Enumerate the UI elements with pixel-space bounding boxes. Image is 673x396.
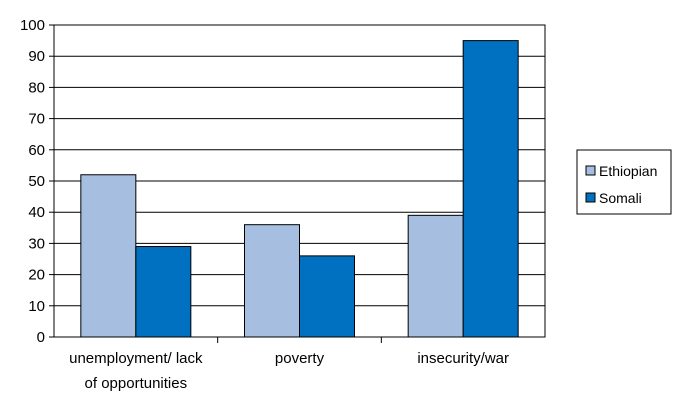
y-tick-label: 10 — [28, 298, 45, 315]
y-tick-labels: 0 10 20 30 40 50 60 70 80 90 100 — [20, 17, 45, 346]
legend-label-somali: Somali — [599, 190, 642, 206]
legend-label-ethiopian: Ethiopian — [599, 163, 657, 179]
y-tick-label: 60 — [28, 142, 45, 159]
y-tick-label: 0 — [37, 329, 45, 346]
y-tick-label: 40 — [28, 204, 45, 221]
y-tick-label: 20 — [28, 267, 45, 284]
bars — [80, 40, 519, 338]
bar-somali — [299, 255, 355, 338]
legend-box — [576, 149, 672, 215]
bar-somali — [462, 40, 519, 338]
x-category-label: poverty — [275, 350, 325, 367]
axes — [49, 24, 546, 343]
y-tick-label: 100 — [20, 17, 45, 34]
bar-somali — [135, 246, 192, 338]
legend: Ethiopian Somali — [576, 149, 672, 215]
bar-ethiopian — [80, 174, 137, 338]
x-category-label: insecurity/war — [417, 350, 509, 367]
y-tick-label: 70 — [28, 111, 45, 128]
x-category-labels: unemployment/ lack of opportunities povert… — [69, 350, 509, 392]
y-tick-label: 50 — [28, 173, 45, 190]
legend-swatch-somali — [585, 192, 596, 203]
legend-swatch-ethiopian — [585, 165, 596, 176]
x-category-label: of opportunities — [85, 375, 188, 392]
plot-area-border — [53, 24, 546, 338]
y-tick-label: 30 — [28, 235, 45, 252]
bar-ethiopian — [407, 214, 464, 338]
y-tick-label: 90 — [28, 48, 45, 65]
bar-ethiopian — [244, 224, 300, 338]
y-tick-label: 80 — [28, 79, 45, 96]
x-category-label: unemployment/ lack — [69, 350, 203, 367]
